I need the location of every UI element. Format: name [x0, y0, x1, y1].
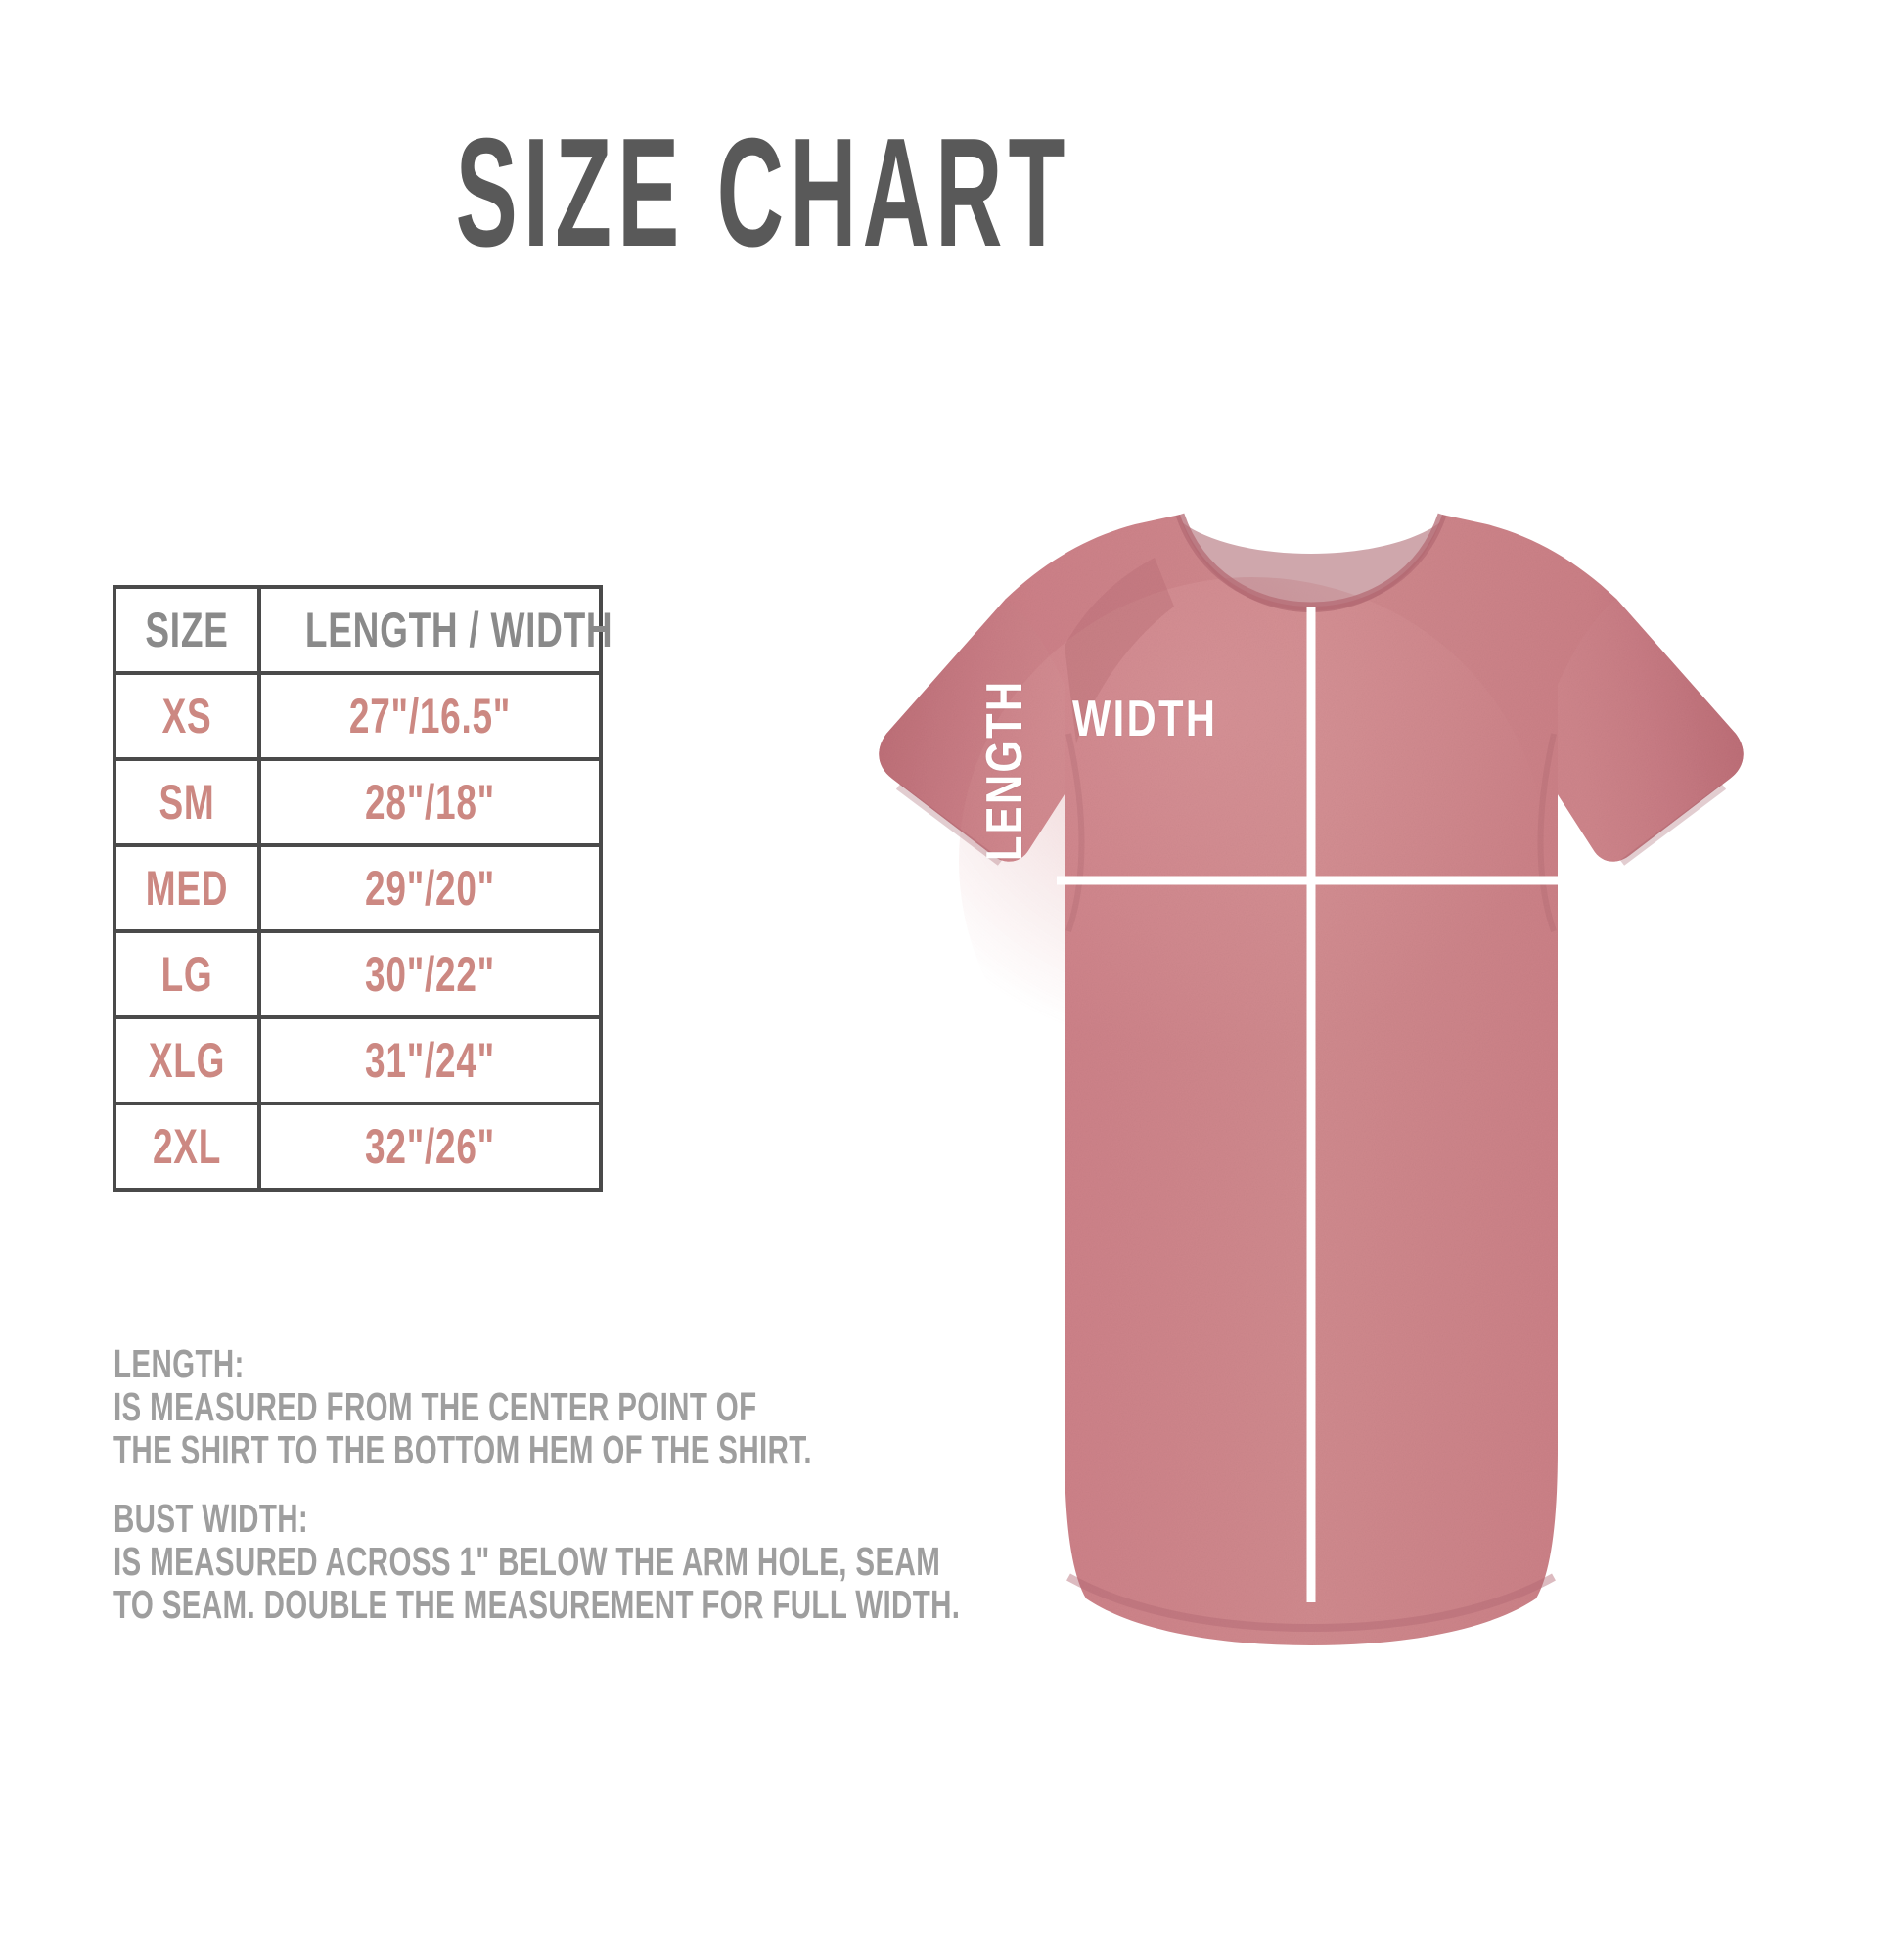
size-value: XS — [161, 689, 212, 743]
cell-measurement: 28"/18" — [257, 757, 603, 847]
note-bust-width: BUST WIDTH: IS MEASURED ACROSS 1" BELOW … — [113, 1497, 994, 1626]
shirt-hem — [1066, 1573, 1556, 1633]
size-value: 2XL — [152, 1119, 222, 1174]
header-size-label: SIZE — [145, 603, 229, 657]
table-header-measurement: LENGTH / WIDTH — [257, 585, 613, 675]
note-length-heading: LENGTH: — [113, 1341, 245, 1386]
page-title: SIZE CHART — [455, 107, 1071, 279]
measurement-value: 30"/22" — [365, 947, 495, 1002]
table-row: XS 27"/16.5" — [113, 671, 603, 761]
cell-measurement: 27"/16.5" — [257, 671, 603, 761]
measurement-notes: LENGTH: IS MEASURED FROM THE CENTER POIN… — [113, 1342, 994, 1651]
table-row: LG 30"/22" — [113, 929, 603, 1019]
table-row: SM 28"/18" — [113, 757, 603, 847]
header-measurement-label: LENGTH / WIDTH — [304, 603, 613, 657]
table-header-row: SIZE LENGTH / WIDTH — [113, 585, 613, 675]
width-measure-label: WIDTH — [1072, 691, 1218, 747]
measurement-value: 31"/24" — [365, 1033, 495, 1088]
cell-measurement: 32"/26" — [257, 1102, 603, 1192]
table-row: 2XL 32"/26" — [113, 1102, 603, 1192]
measurement-value: 28"/18" — [365, 775, 495, 830]
cell-measurement: 29"/20" — [257, 843, 603, 933]
cell-measurement: 30"/22" — [257, 929, 603, 1019]
size-value: XLG — [148, 1033, 226, 1088]
armhole-seams — [1065, 733, 1557, 932]
table-row: XLG 31"/24" — [113, 1015, 603, 1105]
tshirt-svg — [879, 513, 1744, 1645]
sleeve-hems — [895, 784, 1727, 866]
note-length: LENGTH: IS MEASURED FROM THE CENTER POIN… — [113, 1342, 994, 1471]
cell-size: MED — [113, 843, 261, 933]
note-length-line-1: IS MEASURED FROM THE CENTER POINT OF — [113, 1384, 757, 1429]
note-length-line-2: THE SHIRT TO THE BOTTOM HEM OF THE SHIRT… — [113, 1427, 812, 1472]
cell-size: LG — [113, 929, 261, 1019]
tshirt-illustration: WIDTH LENGTH — [626, 489, 1781, 1683]
cell-size: SM — [113, 757, 261, 847]
measurement-value: 32"/26" — [365, 1119, 495, 1174]
size-value: MED — [145, 861, 229, 916]
measurement-lines — [1057, 607, 1564, 1602]
cell-measurement: 31"/24" — [257, 1015, 603, 1105]
table-row: MED 29"/20" — [113, 843, 603, 933]
cell-size: XS — [113, 671, 261, 761]
length-measure-label: LENGTH — [976, 679, 1033, 861]
note-bust-heading: BUST WIDTH: — [113, 1496, 309, 1541]
measurement-value: 27"/16.5" — [348, 689, 512, 743]
size-value: LG — [160, 947, 213, 1002]
size-chart-table: SIZE LENGTH / WIDTH XS 27"/16.5" SM 28"/… — [113, 585, 613, 1192]
size-value: SM — [159, 775, 215, 830]
cell-size: XLG — [113, 1015, 261, 1105]
table-header-size: SIZE — [113, 585, 261, 675]
measurement-value: 29"/20" — [365, 861, 495, 916]
cell-size: 2XL — [113, 1102, 261, 1192]
